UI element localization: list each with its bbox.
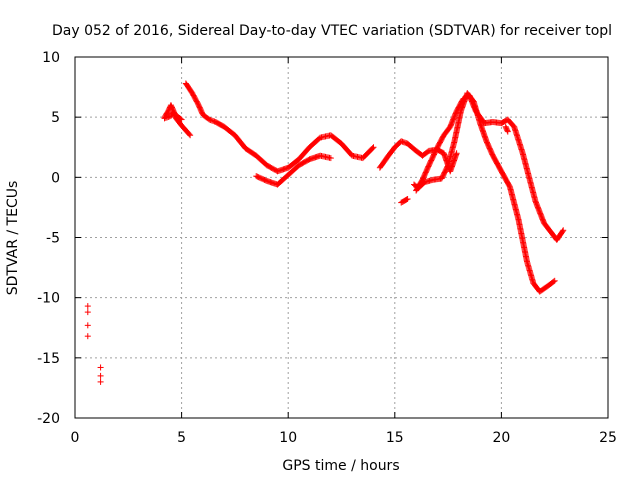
axis-ticks: [74, 56, 609, 419]
series-points: [84, 80, 567, 385]
y-tick-labels: -20 -15 -10 -5 0 5 10: [37, 50, 60, 427]
data-point: [84, 309, 91, 316]
data-point: [453, 150, 460, 157]
data-point: [504, 127, 511, 134]
data-point: [177, 115, 184, 122]
data-point: [84, 303, 91, 310]
data-point: [97, 364, 104, 371]
data-point: [84, 333, 91, 340]
x-tick-labels: 0 5 10 15 20 25: [71, 430, 617, 446]
chart-title: Day 052 of 2016, Sidereal Day-to-day VTE…: [52, 23, 612, 39]
data-point: [187, 132, 194, 139]
y-tick-label: -20: [37, 411, 60, 427]
y-tick-label: -5: [46, 231, 60, 247]
data-point: [97, 372, 104, 379]
x-tick-label: 15: [386, 430, 404, 446]
x-tick-label: 25: [599, 430, 617, 446]
y-tick-label: -10: [37, 291, 60, 307]
x-tick-label: 5: [177, 430, 186, 446]
data-point: [551, 277, 558, 284]
data-point: [550, 278, 557, 285]
x-tick-label: 20: [492, 430, 510, 446]
data-point: [504, 128, 511, 135]
x-tick-label: 0: [71, 430, 80, 446]
data-point: [560, 227, 567, 234]
data-point: [186, 131, 193, 138]
data-point: [404, 195, 411, 202]
x-tick-label: 10: [279, 430, 297, 446]
y-axis-label: SDTVAR / TECUs: [5, 181, 21, 296]
y-tick-label: 5: [51, 110, 60, 126]
data-point: [84, 322, 91, 329]
data-point: [369, 145, 376, 152]
y-tick-label: 0: [51, 170, 60, 186]
data-point: [559, 228, 566, 235]
data-point: [370, 144, 377, 151]
y-tick-label: -15: [37, 351, 60, 367]
data-point: [327, 155, 334, 162]
data-point: [178, 116, 185, 123]
data-point: [97, 378, 104, 385]
gridlines: [75, 57, 608, 418]
x-axis-label: GPS time / hours: [282, 458, 399, 474]
y-tick-label: 10: [42, 50, 60, 66]
data-point: [403, 196, 410, 203]
